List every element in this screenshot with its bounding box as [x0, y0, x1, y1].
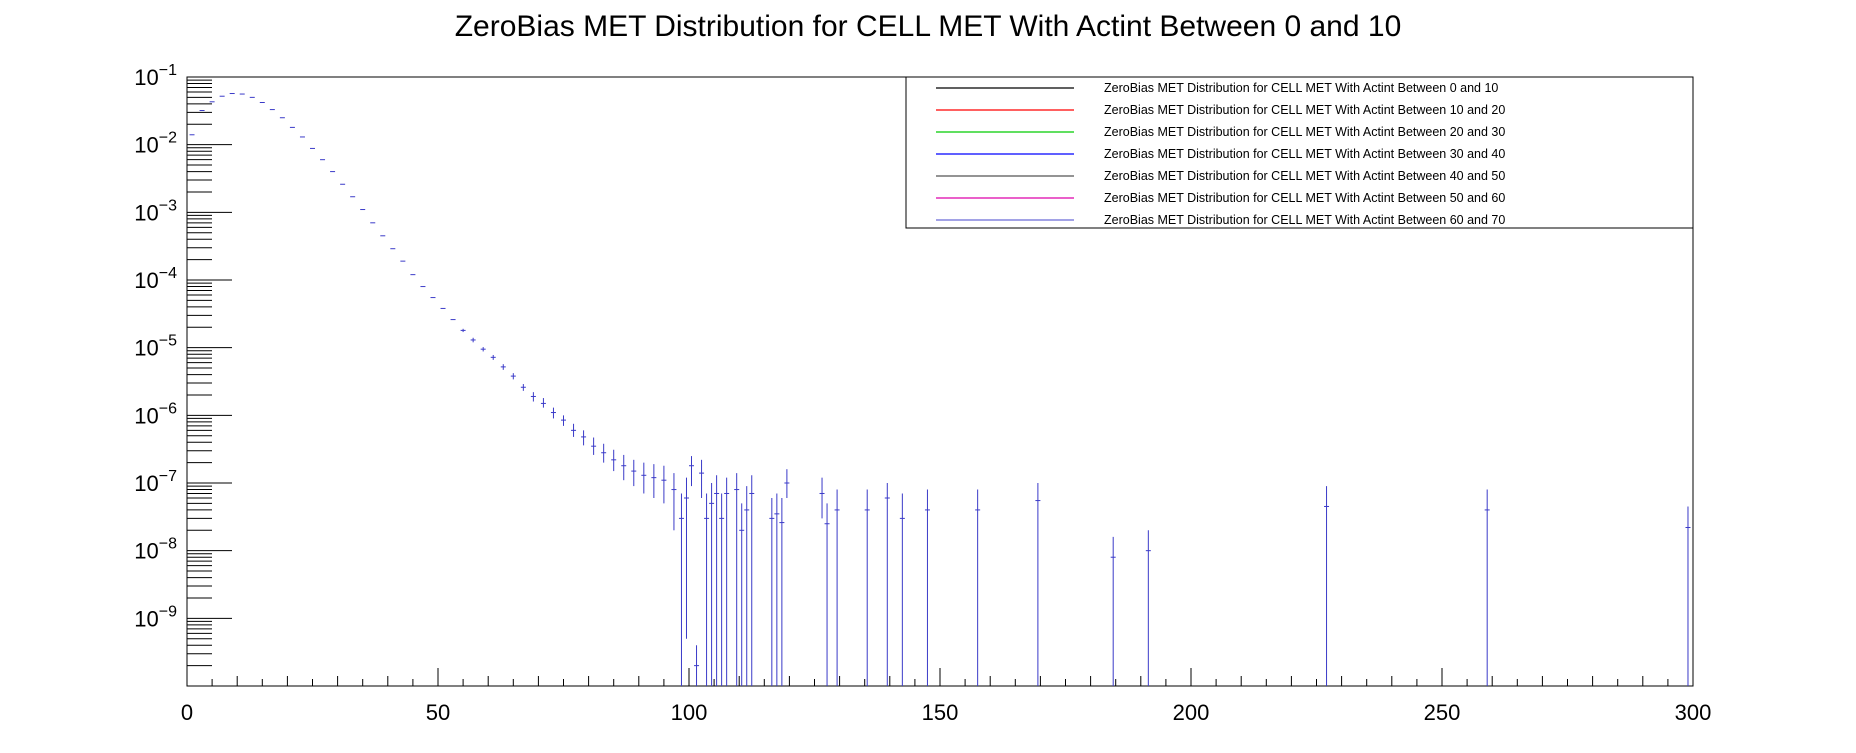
y-tick-label: 10−5: [134, 333, 177, 361]
y-tick-label: 10−8: [134, 536, 177, 564]
x-tick-label: 200: [1173, 700, 1210, 725]
legend-box: [905, 76, 1694, 229]
x-tick-label: 250: [1424, 700, 1461, 725]
chart-title: ZeroBias MET Distribution for CELL MET W…: [455, 10, 1402, 43]
x-tick-label: 100: [671, 700, 708, 725]
legend-entry: ZeroBias MET Distribution for CELL MET W…: [1104, 213, 1505, 227]
legend-entry: ZeroBias MET Distribution for CELL MET W…: [1104, 147, 1505, 161]
x-tick-label: 50: [426, 700, 450, 725]
x-tick-label: 0: [181, 700, 193, 725]
y-tick-label: 10−4: [134, 265, 177, 293]
legend-entry: ZeroBias MET Distribution for CELL MET W…: [1104, 103, 1505, 117]
legend-entry: ZeroBias MET Distribution for CELL MET W…: [1104, 169, 1505, 183]
legend-entry: ZeroBias MET Distribution for CELL MET W…: [1104, 191, 1505, 205]
y-tick-label: 10−6: [134, 400, 177, 428]
y-tick-label: 10−3: [134, 197, 177, 225]
legend-entry: ZeroBias MET Distribution for CELL MET W…: [1104, 125, 1505, 139]
y-tick-label: 10−7: [134, 468, 177, 496]
legend: ZeroBias MET Distribution for CELL MET W…: [905, 76, 1694, 229]
x-tick-label: 300: [1675, 700, 1712, 725]
y-tick-label: 10−9: [134, 603, 177, 631]
y-tick-label: 10−1: [134, 62, 177, 90]
axes: 0 50 100 150 200 250 300 10−1 10−2 10−3 10−4 10−5 10…: [134, 62, 1711, 725]
data-series: [189, 93, 1691, 686]
x-tick-label: 150: [922, 700, 959, 725]
y-tick-label: 10−2: [134, 130, 177, 158]
legend-entry: ZeroBias MET Distribution for CELL MET W…: [1104, 81, 1498, 95]
